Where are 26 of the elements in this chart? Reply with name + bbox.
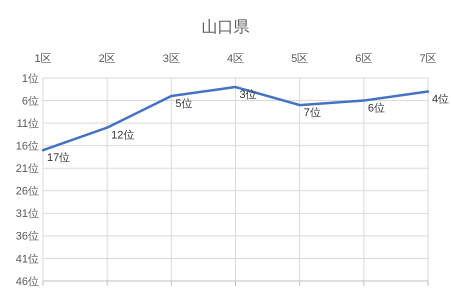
data-label: 3位: [240, 88, 257, 101]
y-tick-label: 26位: [16, 186, 39, 198]
y-tick-label: 36位: [16, 230, 39, 243]
y-tick-label: 31位: [16, 208, 39, 220]
x-tick-label: 3区: [162, 53, 180, 65]
y-tick-label: 11位: [16, 118, 39, 130]
x-tick-label: 1区: [34, 53, 52, 65]
y-tick-label: 46位: [16, 276, 39, 288]
data-label: 7位: [304, 106, 321, 119]
data-label: 6位: [368, 102, 385, 114]
x-tick-label: 7区: [419, 53, 437, 65]
data-label: 12位: [111, 130, 134, 142]
data-label: 4位: [432, 93, 450, 106]
y-tick-label: 16位: [16, 140, 39, 153]
x-tick-label: 6区: [355, 53, 372, 65]
x-tick-label: 4区: [226, 53, 244, 65]
x-tick-label: 5区: [291, 53, 308, 65]
chart-title: 山口県: [202, 18, 250, 36]
x-tick-label: 2区: [98, 53, 116, 65]
data-label: 5位: [175, 98, 192, 110]
data-label: 17位: [47, 152, 70, 164]
y-tick-label: 1位: [22, 72, 39, 85]
y-tick-label: 21位: [16, 163, 39, 176]
line-series: [42, 86, 430, 152]
y-tick-label: 41位: [16, 253, 39, 266]
y-tick-label: 6位: [22, 95, 39, 108]
